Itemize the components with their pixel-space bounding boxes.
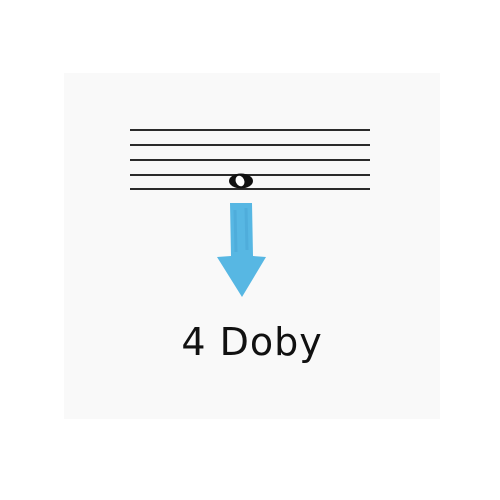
note-count-caption: 4 Doby [181, 320, 323, 364]
whole-note-icon [229, 173, 253, 189]
music-staff [130, 129, 370, 190]
arrow-down-icon [217, 203, 266, 297]
